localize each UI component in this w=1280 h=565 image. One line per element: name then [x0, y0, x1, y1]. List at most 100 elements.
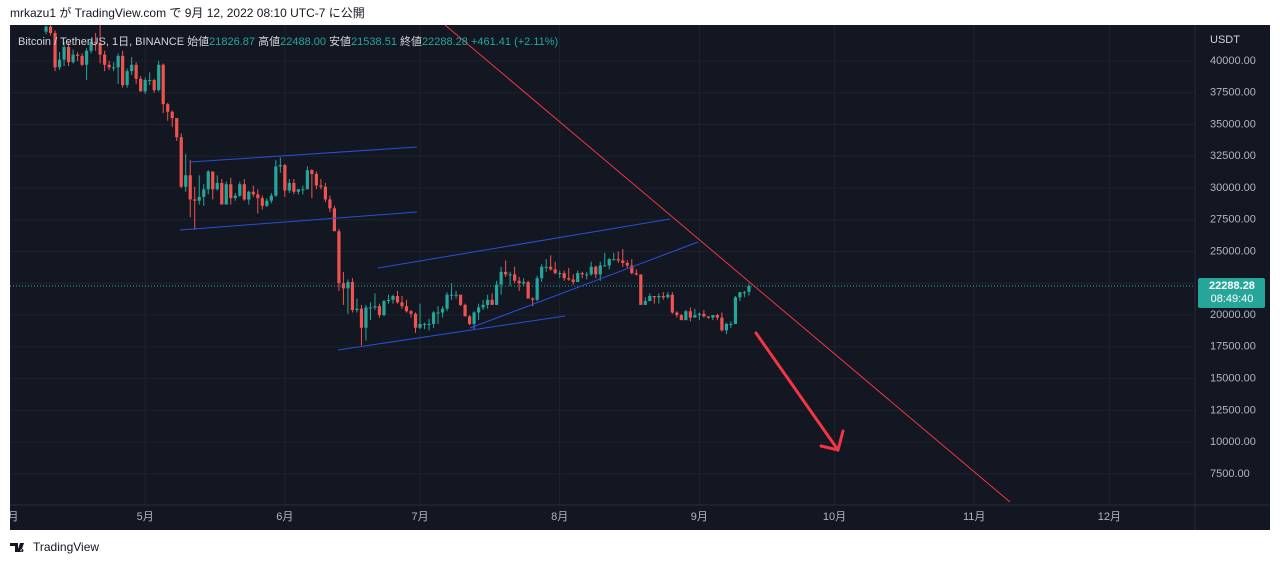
x-tick-label: 10月	[823, 511, 846, 523]
candle-body	[400, 302, 404, 307]
candle-body	[328, 199, 332, 209]
candle-body	[184, 175, 188, 187]
candle-body	[558, 273, 562, 275]
candle-body	[508, 274, 512, 276]
candle-body	[535, 278, 539, 300]
candle-body	[130, 64, 134, 72]
candle-body	[84, 50, 89, 65]
candle-body	[571, 279, 575, 283]
countdown: 08:49:40	[1211, 293, 1254, 305]
channel-line	[469, 241, 699, 329]
y-tick-label: 35000.00	[1210, 118, 1256, 130]
candle-body	[53, 33, 57, 68]
y-tick-label: 30000.00	[1210, 182, 1256, 194]
drawings	[179, 25, 1011, 503]
candle-body	[724, 323, 729, 331]
candle-body	[679, 315, 683, 321]
candle-body	[720, 317, 724, 331]
candle-body	[585, 274, 589, 276]
candle-body	[319, 185, 323, 187]
x-tick-label: 5月	[137, 511, 154, 523]
candle-body	[359, 308, 364, 328]
candle-body	[125, 71, 129, 86]
candle-body	[486, 299, 490, 305]
candle-body	[89, 41, 93, 51]
candle-body	[621, 260, 625, 263]
candle-body	[738, 292, 742, 298]
candle-body	[531, 298, 535, 300]
candle-body	[278, 165, 282, 167]
candle-body	[175, 118, 179, 138]
candle-body	[499, 271, 503, 285]
candle-body	[269, 195, 273, 201]
legend-value: 21826.87	[209, 36, 255, 48]
candle-body	[715, 315, 719, 318]
candle-body	[98, 43, 102, 55]
legend-label: 高値	[258, 34, 280, 48]
candle-body	[166, 104, 170, 112]
legend-symbol: Bitcoin / TetherUS, 1日, BINANCE	[18, 36, 184, 48]
y-tick-label: 37500.00	[1210, 87, 1256, 99]
candle-body	[296, 189, 300, 192]
candle-body	[580, 273, 584, 275]
y-tick-label: 17500.00	[1210, 341, 1256, 353]
candle-body	[472, 312, 476, 324]
candle-body	[440, 308, 445, 313]
candle-body	[71, 54, 75, 63]
candle-body	[742, 292, 747, 294]
legend-value: 22288.28	[422, 36, 468, 48]
grid	[10, 25, 1195, 505]
x-tick-label: 9月	[691, 511, 708, 523]
candle-body	[729, 323, 733, 325]
candle-body	[706, 316, 710, 318]
candle-body	[495, 284, 499, 305]
candle-body	[66, 46, 71, 63]
x-tick-label: 8月	[551, 511, 568, 523]
channel-line	[337, 315, 566, 351]
candle-body	[179, 137, 183, 187]
candle-body	[576, 273, 580, 283]
candle-body	[553, 269, 557, 274]
candle-body	[346, 282, 350, 289]
candle-body	[612, 259, 616, 261]
y-tick-label: 15000.00	[1210, 372, 1256, 384]
candle-body	[458, 294, 463, 305]
candle-body	[152, 80, 156, 91]
candle-body	[747, 285, 751, 292]
candle-body	[323, 186, 327, 200]
candle-body	[413, 313, 418, 328]
candle-body	[337, 231, 341, 284]
y-tick-label: 25000.00	[1210, 245, 1256, 257]
candle-body	[139, 78, 143, 92]
footer-text: TradingView	[33, 540, 99, 554]
y-tick-label: 12500.00	[1210, 404, 1256, 416]
legend-label: 終値	[400, 34, 422, 48]
candle-body	[310, 170, 314, 175]
candle-body	[377, 306, 382, 316]
trend-line	[444, 25, 1011, 503]
legend-value: 22488.00	[280, 36, 326, 48]
candle-body	[603, 265, 607, 267]
candle-body	[395, 296, 400, 303]
candle-body	[607, 259, 611, 266]
price-label: 22288.28	[1209, 280, 1255, 292]
candle-body	[260, 198, 264, 206]
candle-body	[544, 266, 548, 268]
candle-body	[220, 182, 224, 205]
candle-body	[57, 59, 62, 68]
candle-body	[148, 80, 152, 82]
candle-body	[625, 262, 629, 266]
candle-body	[404, 306, 409, 312]
candle-body	[449, 294, 454, 296]
candle-body	[233, 195, 237, 199]
candle-body	[467, 316, 472, 324]
candle-body	[589, 266, 593, 275]
candle-body	[562, 273, 566, 279]
candle-body	[490, 299, 494, 305]
candle-body	[44, 26, 48, 32]
candle-body	[62, 46, 66, 60]
candle-body	[103, 54, 107, 65]
y-tick-label: 32500.00	[1210, 150, 1256, 162]
plot	[10, 25, 1195, 346]
